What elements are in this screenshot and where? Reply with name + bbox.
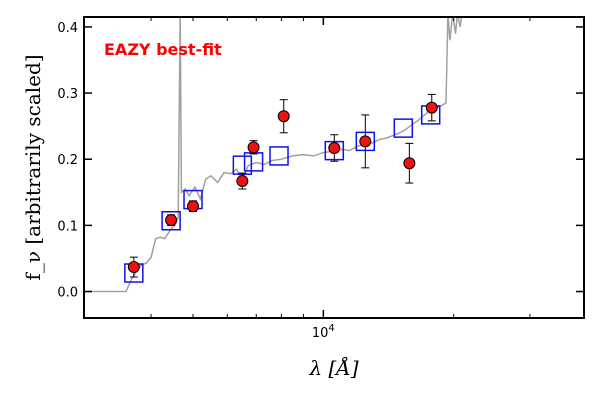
y-tick-label: 0.2 (57, 153, 78, 168)
model-square-marker (269, 146, 289, 166)
observed-point (359, 135, 372, 148)
observed-point (425, 101, 438, 114)
observed-point (127, 261, 140, 274)
model-square-marker (161, 211, 181, 231)
observed-point (277, 110, 290, 123)
observed-point (236, 175, 249, 188)
annotation-label: EAZY best-fit (104, 40, 222, 59)
x-tick-label: 104 (312, 323, 335, 341)
plot-frame (83, 16, 585, 319)
y-tick-label: 0.3 (57, 87, 78, 102)
y-tick-label: 0.0 (57, 286, 78, 301)
observed-point (247, 141, 260, 154)
model-square-marker (393, 118, 414, 138)
x-axis-title: λ [Å] (308, 355, 358, 380)
y-tick-label: 0.1 (57, 219, 78, 234)
observed-layer (127, 93, 438, 278)
axes-layer: 0.0 0.1 0.2 0.3 0.4 104 λ [Å] f_ν [arbitrarily … (21, 16, 585, 380)
y-axis-title: f_ν [arbitrarily scaled] (21, 54, 45, 280)
observed-point (165, 214, 178, 227)
observed-point (328, 141, 341, 154)
observed-point (187, 200, 200, 213)
observed-point (403, 157, 416, 170)
y-tick-label: 0.4 (57, 21, 78, 36)
